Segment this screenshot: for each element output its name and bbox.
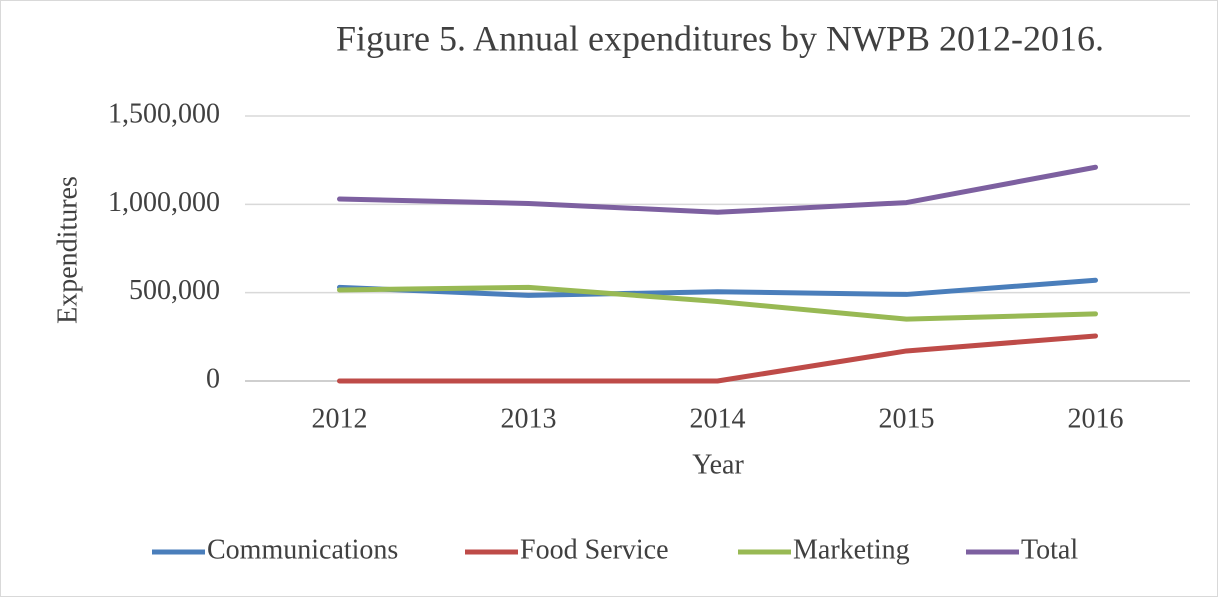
y-tick-label: 1,500,000 — [108, 98, 220, 129]
data-line — [337, 277, 1098, 298]
legend-label: Total — [1021, 534, 1078, 565]
data-line — [337, 164, 1098, 215]
x-tick-label: 2016 — [1068, 403, 1124, 434]
chart-title: Figure 5. Annual expenditures by NWPB 20… — [336, 18, 1104, 58]
data-line — [337, 284, 1098, 322]
y-tick-label: 0 — [206, 363, 220, 394]
x-tick-label: 2014 — [690, 403, 746, 434]
legend-label: Marketing — [793, 534, 910, 565]
data-line — [337, 333, 1098, 384]
x-tick-label: 2013 — [501, 403, 557, 434]
x-axis-label: Year — [692, 449, 744, 480]
x-tick-label: 2015 — [879, 403, 935, 434]
y-axis-label: Expenditures — [52, 176, 83, 324]
legend-label: Food Service — [520, 534, 669, 565]
y-tick-label: 500,000 — [129, 275, 220, 306]
legend-label: Communications — [207, 534, 398, 565]
x-tick-label: 2012 — [312, 403, 368, 434]
y-tick-label: 1,000,000 — [108, 187, 220, 218]
